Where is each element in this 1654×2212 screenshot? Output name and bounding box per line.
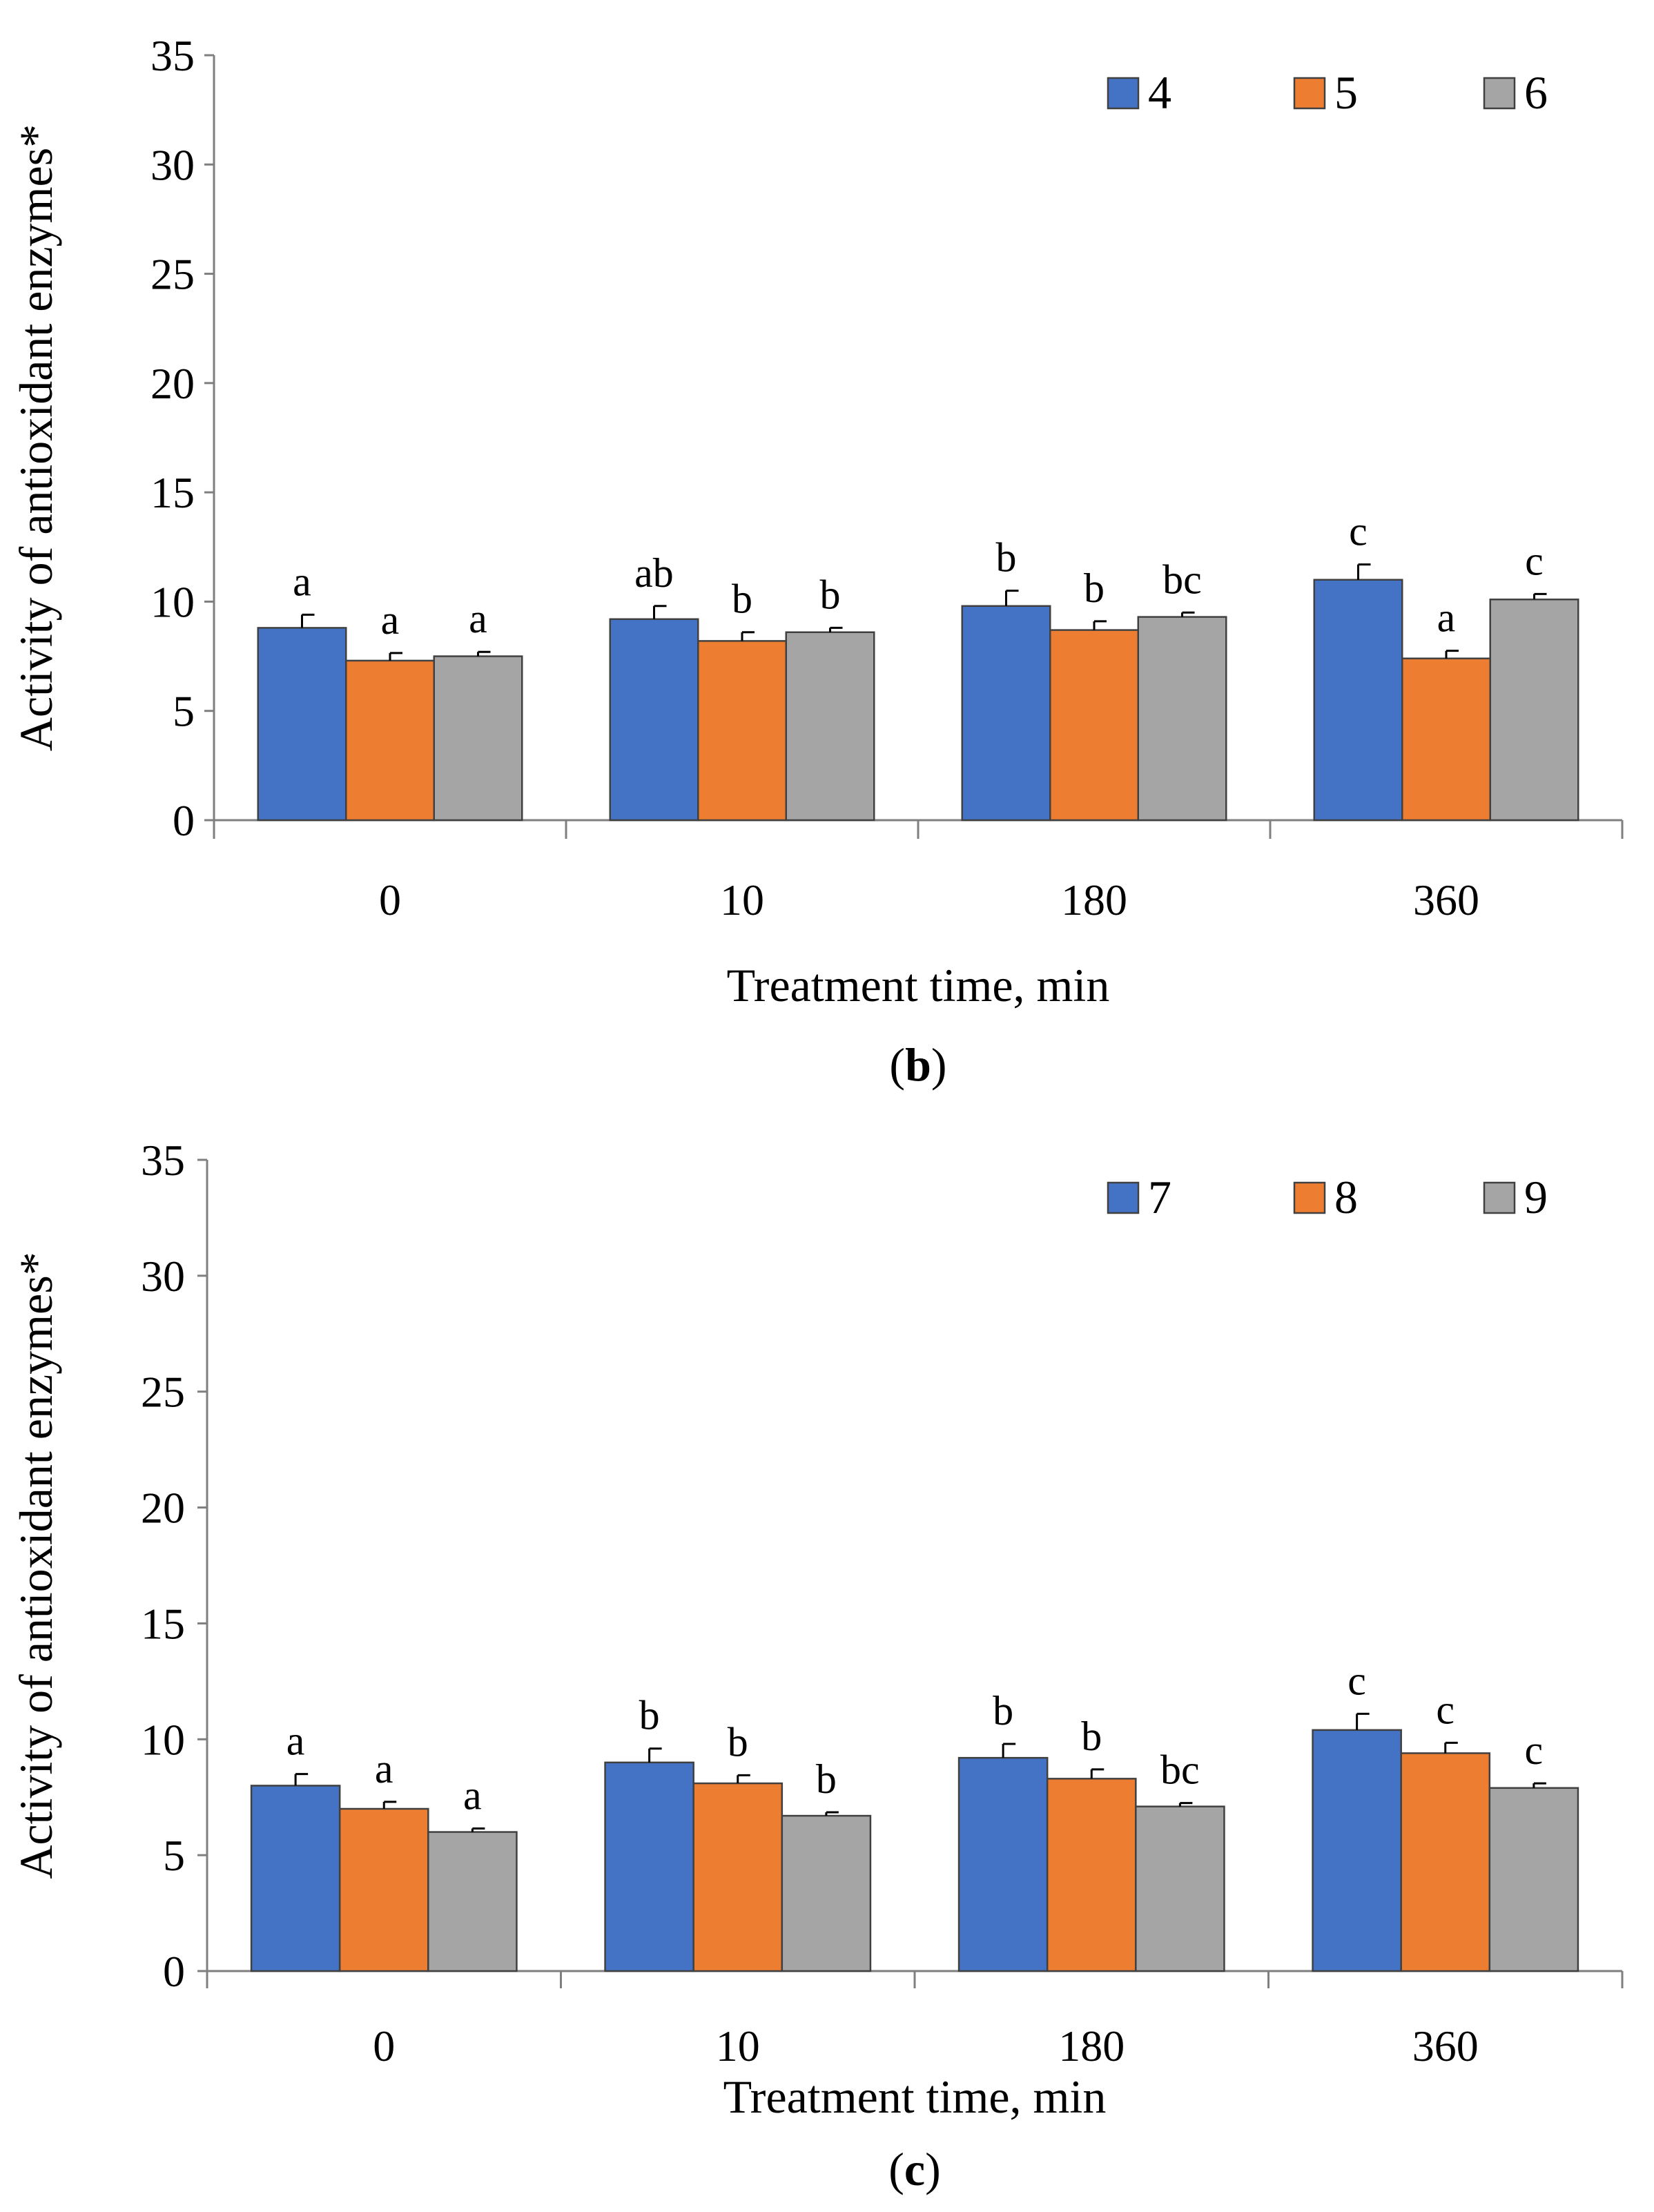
bar-series-9 [1488,1787,1579,1972]
x-tick-label: 0 [379,875,401,924]
bar-series-9 [781,1814,872,1972]
x-tick-label: 180 [1058,2021,1125,2070]
bar-series-5 [345,659,435,822]
significance-label: ab [634,550,674,596]
y-tick-label: 30 [141,1252,185,1301]
y-tick-label: 10 [150,577,195,626]
y-tick-label: 25 [150,250,195,299]
legend-swatch-8 [1293,1181,1326,1214]
chart-panel-c: 0 5 10 15 20 25 30 35 0 a a a 10 b b b 180 b b bc 360 c c c Acti… [10,1136,1624,2195]
bar-series-4 [961,605,1051,822]
bar-series-7 [604,1761,694,1972]
legend-label-4: 4 [1148,66,1171,119]
legend-swatch-7 [1107,1181,1140,1214]
bar-series-7 [1312,1729,1402,1972]
significance-label: a [463,1773,482,1818]
y-tick-label: 30 [150,140,195,189]
significance-label: c [1525,538,1544,583]
significance-label: b [728,1719,748,1765]
legend-swatch-9 [1483,1181,1516,1214]
bar-series-4 [257,627,347,822]
significance-label: b [1081,1714,1102,1759]
x-tick-label: 0 [373,2021,395,2070]
significance-label: b [639,1693,660,1738]
significance-label: a [469,596,487,641]
bar-series-7 [957,1756,1049,1972]
legend-label-9: 9 [1524,1171,1548,1223]
bar-series-8 [1400,1752,1491,1972]
significance-label: b [820,572,841,617]
y-tick-label: 5 [163,1831,185,1880]
significance-label: c [1349,509,1368,554]
y-axis-title: Activity of antioxidant enzymes* [10,1252,62,1879]
significance-label: a [293,559,311,604]
y-tick-label: 15 [141,1599,185,1648]
significance-label: a [381,597,400,643]
bar-series-8 [1046,1778,1137,1972]
panel-caption: (c) [888,2143,941,2195]
y-tick-label: 5 [173,687,195,736]
y-tick-label: 15 [150,468,195,517]
bar-series-4 [1313,579,1403,822]
significance-label: b [993,1688,1013,1734]
significance-label: b [996,535,1017,581]
chart-panel-b: 0 5 10 15 20 25 30 35 0 a a a 10 ab b b 180 b b bc 360 c a c Act… [10,31,1624,1091]
y-tick-label: 20 [150,359,195,408]
legend-label-6: 6 [1524,66,1548,119]
bar-series-6 [433,655,523,822]
panel-caption: (b) [889,1038,946,1091]
y-tick-label: 0 [163,1947,185,1996]
bar-series-7 [250,1785,341,1972]
significance-label: b [816,1756,837,1802]
significance-label: c [1436,1687,1454,1732]
bar-series-5 [1401,657,1491,822]
bar-series-9 [1135,1805,1225,1972]
y-tick-label: 35 [150,31,195,80]
bar-series-8 [692,1782,784,1972]
bar-series-8 [338,1807,429,1972]
bar-series-6 [1489,599,1579,822]
significance-label: a [286,1718,305,1764]
legend-swatch-5 [1293,77,1326,110]
y-axis-title: Activity of antioxidant enzymes* [10,124,62,751]
significance-label: b [732,576,752,622]
x-axis-title: Treatment time, min [723,2070,1107,2123]
legend-label-5: 5 [1334,66,1358,119]
y-tick-label: 20 [141,1484,185,1533]
significance-label: c [1525,1727,1544,1773]
bar-series-5 [1049,629,1139,822]
legend-swatch-4 [1107,77,1140,110]
x-tick-label: 180 [1061,875,1127,924]
bar-series-6 [785,631,875,822]
legend-label-7: 7 [1148,1171,1171,1223]
x-tick-label: 10 [720,875,764,924]
x-tick-label: 10 [716,2021,760,2070]
x-axis-title: Treatment time, min [727,959,1110,1011]
bar-series-4 [609,618,699,822]
significance-label: bc [1160,1747,1200,1793]
y-tick-label: 10 [141,1715,185,1764]
significance-label: a [375,1746,393,1792]
y-tick-label: 0 [173,796,195,845]
x-tick-label: 360 [1413,875,1479,924]
x-tick-label: 360 [1412,2021,1479,2070]
bar-series-9 [427,1831,518,1972]
y-tick-label: 35 [141,1136,185,1185]
bar-series-5 [697,640,787,822]
legend-label-8: 8 [1334,1171,1358,1223]
significance-label: a [1437,595,1456,641]
bar-series-6 [1137,616,1227,822]
y-tick-label: 25 [141,1368,185,1417]
significance-label: b [1084,565,1105,611]
significance-label: c [1347,1658,1366,1703]
legend-swatch-6 [1483,77,1516,110]
significance-label: bc [1162,556,1202,602]
